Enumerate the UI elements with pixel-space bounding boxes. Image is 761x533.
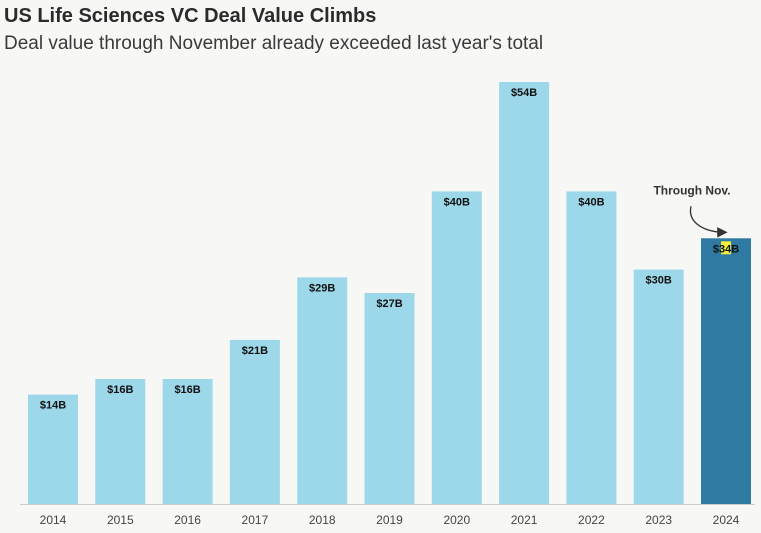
annotation-through-nov: Through Nov. — [653, 183, 730, 197]
value-label-2020: $40B — [444, 196, 470, 208]
bar-2023 — [633, 269, 684, 504]
value-label-2019: $27B — [376, 298, 402, 310]
bar-2017 — [229, 339, 280, 504]
value-label-2023: $30B — [646, 275, 672, 287]
x-tick-2024: 2024 — [713, 513, 740, 527]
x-tick-2015: 2015 — [107, 513, 134, 527]
x-tick-2019: 2019 — [376, 513, 403, 527]
x-tick-2018: 2018 — [309, 513, 336, 527]
bar-2014 — [28, 394, 78, 504]
x-tick-2017: 2017 — [242, 513, 269, 527]
value-label-2018: $29B — [309, 282, 335, 294]
x-tick-2014: 2014 — [40, 513, 67, 527]
bar-2019 — [364, 293, 415, 504]
bar-2021 — [499, 82, 550, 504]
value-label-2017: $21B — [242, 345, 268, 357]
annotation-layer: Through Nov. — [653, 183, 731, 238]
bar-2015 — [95, 379, 146, 504]
chart-subtitle: Deal value through November already exce… — [4, 33, 544, 54]
value-labels-layer: $14B $16B $16B $21B $29B $27B $40B $54B $40B $30B… — [40, 87, 739, 412]
annotation-arrow — [689, 206, 728, 238]
x-tick-2021: 2021 — [511, 513, 538, 527]
value-label-2022: $40B — [578, 196, 604, 208]
chart-title: US Life Sciences VC Deal Value Climbs — [4, 5, 377, 27]
x-tick-2022: 2022 — [578, 513, 605, 527]
bar-2024 — [701, 238, 751, 505]
value-label-2014: $14B — [40, 400, 66, 412]
x-tick-2023: 2023 — [645, 513, 672, 527]
value-label-2024: $34B — [713, 243, 739, 255]
bar-2022 — [566, 191, 617, 504]
value-label-2021: $54B — [511, 87, 537, 99]
x-tick-2016: 2016 — [174, 513, 201, 527]
bar-2020 — [431, 191, 482, 504]
x-tick-2020: 2020 — [443, 513, 470, 527]
bars-layer — [28, 82, 751, 505]
x-axis-ticks: 2014 2015 2016 2017 2018 2019 2020 2021 2022 2023… — [20, 504, 755, 527]
highlight-marker — [721, 241, 731, 255]
value-label-2016: $16B — [174, 384, 200, 396]
bar-2018 — [297, 277, 348, 504]
value-label-2015: $16B — [107, 384, 133, 396]
bar-2016 — [162, 379, 213, 504]
